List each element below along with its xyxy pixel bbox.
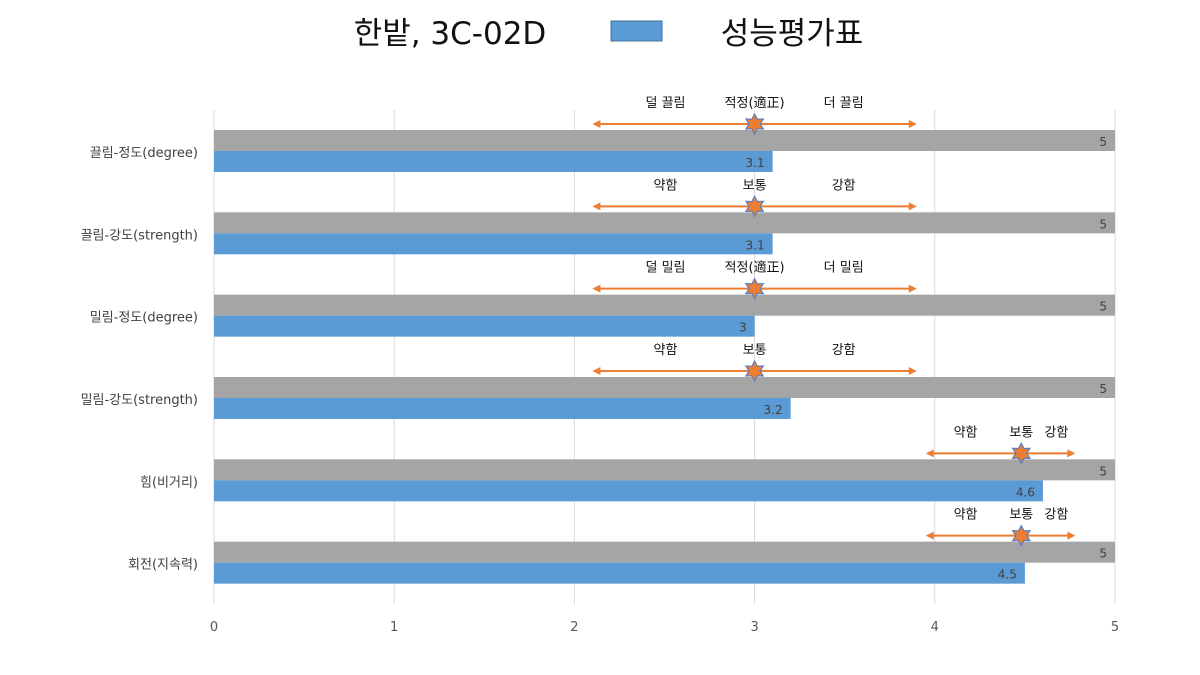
bar-value-label: 3.1 (746, 238, 765, 252)
annotation-left-label: 덜 밀림 (646, 261, 686, 276)
legend-label: 성능평가표 (721, 16, 864, 52)
bar-value (214, 233, 773, 255)
bar-value (214, 315, 755, 337)
bar-max-label: 5 (1099, 217, 1107, 231)
annotation-right-label: 강함 (1044, 508, 1068, 523)
annotation-left-label: 약함 (954, 508, 978, 523)
bar-value-label: 4.5 (998, 568, 1017, 582)
annotation-left-label: 덜 끌림 (646, 96, 686, 111)
legend-swatch (610, 20, 663, 42)
target-star-marker (744, 277, 765, 301)
range-arrow-right-head (1067, 531, 1076, 540)
bar-value-label: 3 (739, 321, 747, 335)
range-arrow-left-head (592, 284, 601, 293)
range-arrow-right-head (908, 284, 917, 293)
bar-max (214, 377, 1115, 398)
bar-value-label: 4.6 (1016, 485, 1035, 499)
x-tick-label: 4 (931, 620, 939, 635)
category-label: 힘(비거리) (140, 475, 198, 490)
category-label: 끌림-강도(strength) (81, 228, 198, 243)
range-arrow-left-head (925, 531, 934, 540)
bar-max (214, 212, 1115, 234)
x-tick-label: 3 (750, 620, 758, 635)
target-star-marker (744, 359, 765, 383)
category-label: 회전(지속력) (128, 558, 198, 573)
range-arrow-right-head (908, 120, 917, 128)
bar-value (214, 151, 773, 172)
range-arrow-left-head (925, 449, 934, 458)
category-label: 밀림-강도(strength) (81, 393, 198, 408)
target-star-marker (1011, 441, 1032, 465)
bar-value-label: 3.1 (746, 156, 765, 170)
annotation-right-label: 더 끌림 (824, 96, 864, 111)
annotation-right-label: 더 밀림 (824, 261, 864, 276)
range-arrow-right-head (1067, 449, 1076, 458)
x-tick-label: 1 (390, 620, 398, 635)
annotation-middle-label: 보통 (743, 178, 767, 193)
annotation-middle-label: 보통 (743, 343, 767, 358)
bar-value (214, 398, 791, 419)
annotation-middle-label: 적정(適正) (725, 260, 785, 276)
bar-max (214, 130, 1115, 151)
x-tick-label: 5 (1111, 620, 1119, 635)
chart-title: 한밭, 3C-02D (354, 16, 547, 52)
annotation-left-label: 약함 (654, 178, 678, 193)
bar-max (214, 541, 1115, 563)
bar-value-label: 3.2 (764, 403, 783, 417)
bar-max (214, 459, 1115, 481)
x-tick-label: 2 (570, 620, 578, 635)
annotation-left-label: 약함 (954, 425, 978, 440)
bar-value (214, 480, 1043, 502)
annotation-right-label: 강함 (1044, 425, 1068, 440)
annotation-left-label: 약함 (654, 343, 678, 358)
annotation-middle-label: 보통 (1009, 425, 1033, 440)
plot-area: 0 1 2 3 4 5끌림-정도(degree)53.1덜 끌림 적정(適正) 더 끌림끌림-… (81, 95, 1120, 635)
annotation-middle-label: 보통 (1009, 508, 1033, 523)
bar-max-label: 5 (1099, 135, 1107, 149)
range-arrow-left-head (592, 120, 601, 128)
target-star-marker (744, 194, 765, 218)
bar-value (214, 562, 1025, 584)
bar-max (214, 294, 1115, 316)
bar-max-label: 5 (1099, 300, 1107, 314)
target-star-marker (744, 112, 765, 136)
annotation-right-label: 강함 (832, 343, 856, 358)
category-label: 밀림-정도(degree) (90, 311, 198, 326)
range-arrow-left-head (592, 202, 601, 211)
bar-max-label: 5 (1099, 547, 1107, 561)
annotation-right-label: 강함 (832, 178, 856, 193)
range-arrow-left-head (592, 367, 601, 375)
range-arrow-right-head (908, 202, 917, 211)
bar-max-label: 5 (1099, 382, 1107, 396)
bar-max-label: 5 (1099, 464, 1107, 478)
range-arrow-right-head (908, 367, 917, 375)
annotation-middle-label: 적정(適正) (725, 95, 785, 111)
target-star-marker (1011, 524, 1032, 548)
x-tick-label: 0 (210, 620, 218, 635)
category-label: 끌림-정도(degree) (90, 146, 198, 161)
